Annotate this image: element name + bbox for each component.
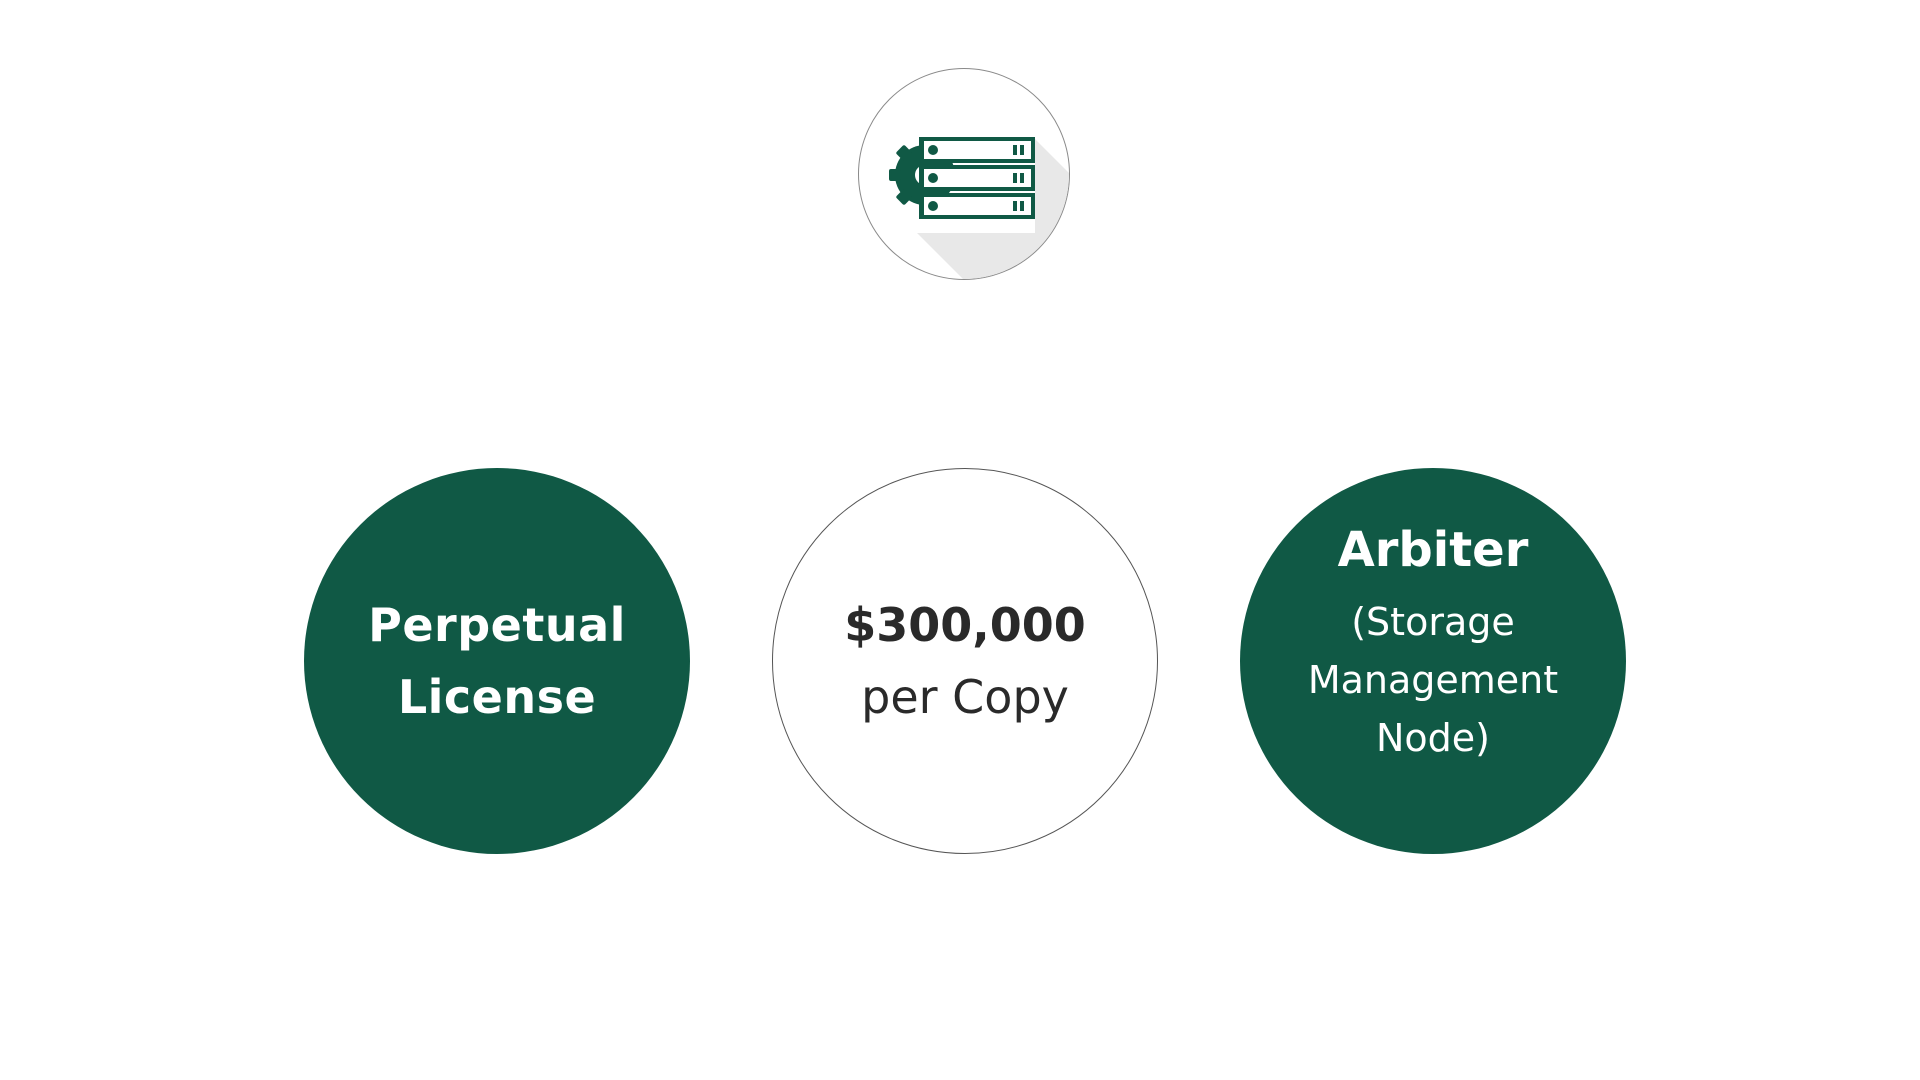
price-unit: per Copy — [861, 670, 1069, 724]
license-line-1: Perpetual — [368, 598, 626, 652]
product-desc-line-3: Node) — [1375, 716, 1490, 760]
icon-badge — [858, 68, 1070, 280]
product-desc-line-1: (Storage — [1351, 600, 1515, 644]
product-desc-line-2: Management — [1307, 658, 1559, 702]
product-circle: Arbiter (Storage Management Node) — [1240, 468, 1626, 854]
price-value: $300,000 — [844, 598, 1086, 652]
product-title: Arbiter — [1337, 522, 1529, 578]
license-line-2: License — [397, 670, 597, 724]
price-circle: $300,000 per Copy — [772, 468, 1158, 854]
product-description: (Storage Management Node) — [1308, 593, 1558, 767]
storage-server-gear-icon — [889, 137, 1069, 279]
license-type-circle: Perpetual License — [304, 468, 690, 854]
